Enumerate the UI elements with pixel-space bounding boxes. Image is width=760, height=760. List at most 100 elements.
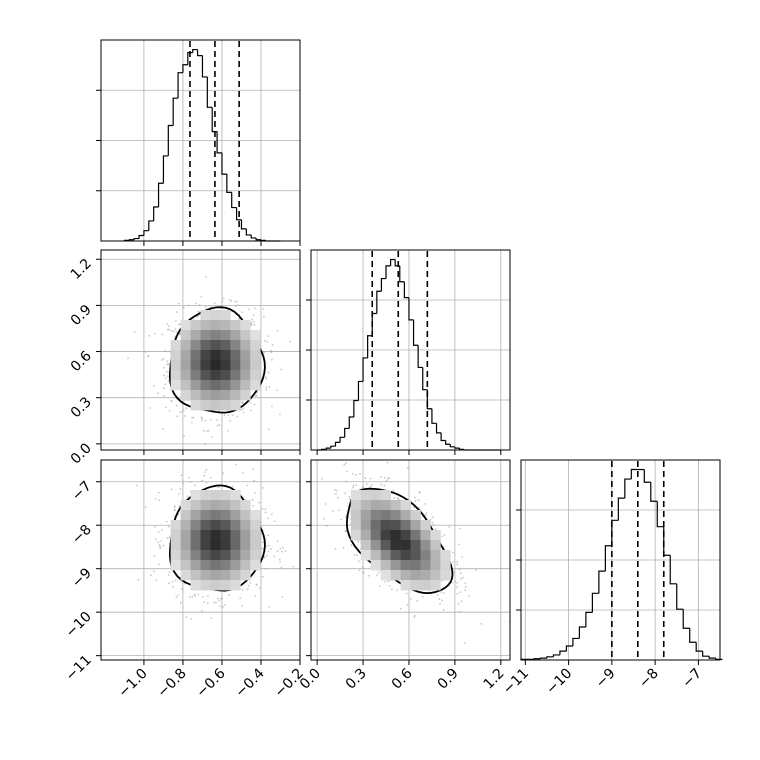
scatter-point: [345, 480, 348, 483]
scatter-point: [196, 315, 199, 318]
z-vs-y-frame: [310, 459, 511, 661]
scatter-point: [149, 574, 152, 577]
scatter-point: [383, 484, 386, 487]
scatter-point: [253, 324, 256, 326]
density-cell: [220, 320, 231, 331]
scatter-point: [431, 521, 434, 524]
scatter-point: [158, 563, 161, 566]
density-cell: [180, 320, 191, 331]
scatter-point: [254, 394, 257, 397]
scatter-point: [268, 606, 271, 608]
scatter-point: [362, 486, 365, 488]
scatter-point: [270, 548, 272, 551]
scatter-point: [229, 419, 232, 422]
histogram-bin: [440, 432, 446, 442]
scatter-point: [217, 486, 220, 489]
scatter-point: [209, 418, 212, 421]
density-cell: [400, 580, 411, 591]
density-cell: [210, 400, 221, 411]
scatter-point: [182, 482, 185, 485]
scatter-point: [182, 306, 185, 309]
scatter-point: [252, 468, 255, 471]
scatter-point: [262, 487, 264, 489]
scatter-point: [480, 622, 483, 625]
scatter-point: [253, 479, 256, 482]
density-cell: [180, 380, 191, 391]
scatter-point: [166, 323, 169, 325]
histogram-bin: [682, 609, 690, 629]
histogram-bin: [162, 155, 169, 184]
density-cell: [360, 540, 372, 551]
scatter-point: [191, 421, 193, 424]
density-cell: [190, 560, 201, 571]
density-cell: [190, 350, 201, 361]
scatter-point: [183, 408, 185, 411]
density-cell: [240, 350, 251, 361]
scatter-point: [461, 556, 464, 558]
scatter-point: [174, 335, 176, 338]
scatter-point: [276, 550, 279, 553]
scatter-point: [344, 530, 347, 533]
scatter-point: [200, 296, 203, 298]
scatter-point: [332, 510, 334, 512]
scatter-point: [353, 554, 356, 556]
scatter-point: [185, 616, 188, 618]
scatter-point: [452, 551, 454, 554]
density-cell: [190, 370, 201, 381]
scatter-point: [338, 509, 341, 512]
scatter-point: [184, 415, 186, 417]
histogram-bin: [669, 555, 677, 585]
scatter-point: [358, 569, 361, 572]
scatter-point: [180, 474, 183, 477]
scatter-point: [358, 560, 360, 563]
density-cell: [410, 510, 421, 521]
scatter-point: [205, 275, 207, 278]
density-cell: [190, 360, 201, 371]
density-cell: [210, 380, 221, 391]
density-cell: [190, 530, 201, 541]
scatter-point: [265, 386, 268, 389]
scatter-point: [421, 595, 424, 598]
scatter-point: [175, 596, 178, 599]
density-cell: [200, 540, 211, 551]
density-cell: [190, 490, 201, 501]
scatter-point: [224, 604, 226, 606]
density-cell: [380, 490, 391, 501]
scatter-point: [252, 504, 255, 507]
scatter-point: [273, 520, 276, 523]
scatter-point: [385, 479, 388, 482]
histogram-bin: [250, 234, 257, 239]
scatter-point: [215, 419, 218, 421]
density-cell: [230, 390, 241, 401]
scatter-point: [282, 546, 284, 549]
scatter-point: [159, 547, 162, 550]
scatter-point: [278, 558, 281, 561]
density-cell: [210, 570, 221, 581]
density-cell: [200, 310, 211, 321]
scatter-point: [219, 605, 221, 608]
scatter-point: [164, 350, 167, 352]
histogram-bin: [216, 131, 222, 154]
histogram-bin: [133, 237, 140, 240]
density-cell: [390, 570, 401, 581]
scatter-point: [292, 565, 295, 568]
density-cell: [190, 320, 201, 331]
histogram-bin: [235, 207, 242, 221]
scatter-point: [168, 325, 170, 327]
scatter-point: [247, 584, 250, 587]
density-cell: [230, 520, 241, 531]
histogram-bin: [376, 290, 382, 314]
scatter-point: [170, 488, 173, 491]
histogram-bin: [201, 55, 208, 78]
scatter-point: [197, 593, 200, 596]
scatter-point: [414, 500, 417, 502]
scatter-point: [417, 499, 420, 502]
density-cell: [240, 570, 251, 581]
density-cell: [230, 580, 241, 591]
scatter-point: [279, 561, 281, 563]
scatter-point: [254, 307, 257, 310]
histogram-bin: [408, 297, 414, 321]
scatter-point: [270, 349, 272, 352]
density-cell: [180, 530, 191, 541]
y-marginal-frame: [310, 249, 511, 451]
